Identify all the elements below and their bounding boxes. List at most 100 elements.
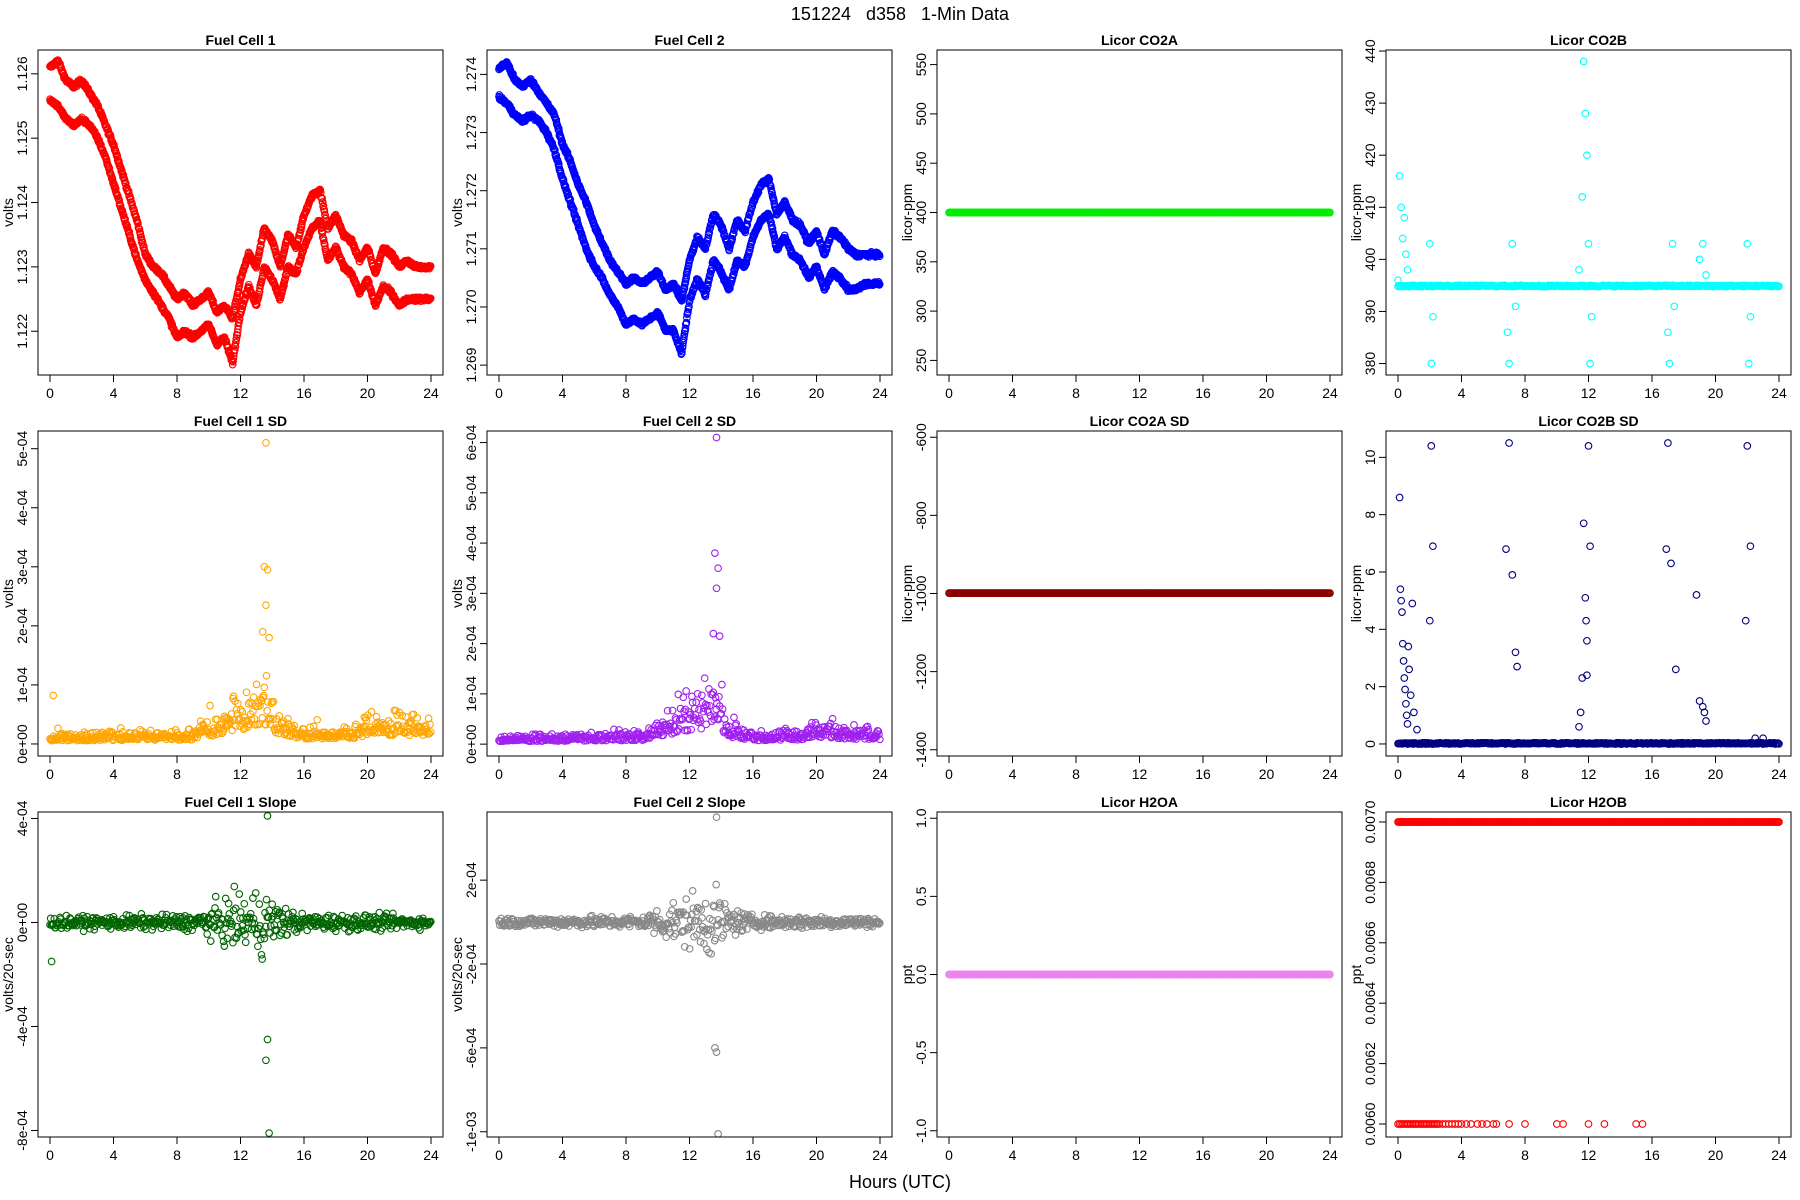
data-point bbox=[426, 262, 435, 270]
data-point bbox=[681, 324, 690, 333]
data-point bbox=[318, 198, 327, 206]
x-tick-label: 12 bbox=[1132, 385, 1148, 401]
data-point bbox=[679, 334, 688, 343]
x-tick-label: 24 bbox=[872, 385, 888, 401]
y-axis-label: licor-ppm bbox=[899, 184, 915, 242]
y-tick-label: 500 bbox=[913, 102, 929, 126]
data-point bbox=[124, 187, 133, 195]
y-tick-label: 350 bbox=[913, 250, 929, 274]
x-tick-label: 8 bbox=[622, 385, 630, 401]
data-point bbox=[119, 171, 128, 179]
data-point bbox=[726, 284, 734, 293]
data-point bbox=[875, 252, 884, 261]
panel-title: Fuel Cell 2 bbox=[654, 32, 724, 48]
y-tick-label: 400 bbox=[913, 201, 929, 225]
data-point bbox=[257, 241, 265, 250]
data-point bbox=[573, 176, 582, 185]
x-tick-label: 20 bbox=[360, 385, 376, 401]
data-point bbox=[678, 342, 687, 350]
y-tick-label: 300 bbox=[913, 299, 929, 323]
x-tick-label: 0 bbox=[945, 385, 953, 401]
data-point bbox=[168, 320, 177, 329]
y-tick-label: 1.125 bbox=[14, 120, 30, 155]
data-point bbox=[742, 259, 751, 268]
data-point bbox=[729, 229, 738, 238]
data-point bbox=[238, 304, 246, 313]
data-point bbox=[719, 227, 728, 236]
data-point bbox=[365, 247, 374, 255]
data-point bbox=[680, 329, 689, 338]
data-points bbox=[945, 208, 1334, 217]
panel-title: Licor CO2A bbox=[1101, 32, 1178, 48]
data-point bbox=[209, 297, 217, 305]
data-points bbox=[495, 58, 884, 358]
x-tick-label: 4 bbox=[559, 385, 567, 401]
data-point bbox=[1326, 208, 1334, 217]
data-point bbox=[741, 225, 750, 234]
x-tick-label: 8 bbox=[173, 385, 181, 401]
x-tick-label: 0 bbox=[495, 385, 503, 401]
figure-title: 151224 d358 1-Min Data bbox=[790, 4, 1010, 24]
x-tick-label: 16 bbox=[296, 385, 312, 401]
data-point bbox=[688, 289, 697, 298]
y-tick-label: 1.124 bbox=[14, 185, 30, 220]
data-point bbox=[318, 194, 326, 203]
data-point bbox=[267, 235, 276, 243]
data-point bbox=[729, 270, 738, 278]
data-point bbox=[682, 318, 691, 327]
data-point bbox=[571, 213, 580, 221]
data-point bbox=[105, 164, 114, 173]
data-point bbox=[685, 302, 693, 311]
data-point bbox=[426, 294, 435, 303]
data-point bbox=[569, 205, 578, 214]
data-point bbox=[321, 211, 330, 220]
x-tick-label: 4 bbox=[1009, 385, 1017, 401]
x-tick-label: 20 bbox=[1259, 385, 1275, 401]
y-tick-label: 250 bbox=[913, 349, 929, 373]
data-point bbox=[229, 357, 237, 366]
data-point bbox=[367, 256, 376, 265]
y-tick-label: 1.270 bbox=[463, 289, 479, 324]
y-tick-label: 550 bbox=[913, 53, 929, 77]
data-point bbox=[728, 234, 737, 243]
data-point bbox=[655, 270, 664, 279]
x-tick-label: 16 bbox=[745, 385, 761, 401]
data-points bbox=[46, 56, 435, 369]
y-tick-label: 1.123 bbox=[14, 249, 30, 284]
data-point bbox=[786, 209, 795, 218]
data-point bbox=[97, 140, 105, 149]
data-point bbox=[140, 242, 148, 251]
x-tick-label: 24 bbox=[423, 385, 439, 401]
panel-title: Licor CO2B bbox=[1550, 32, 1627, 48]
y-tick-label: 1.273 bbox=[463, 115, 479, 150]
data-point bbox=[541, 125, 550, 133]
y-tick-label: 1.126 bbox=[14, 56, 30, 91]
data-point bbox=[319, 202, 328, 210]
y-axis-label: volts bbox=[449, 198, 465, 227]
y-tick-label: 1.272 bbox=[463, 173, 479, 208]
y-axis-label: volts bbox=[0, 198, 16, 227]
data-point bbox=[281, 274, 290, 282]
data-point bbox=[604, 252, 613, 261]
data-point bbox=[235, 315, 244, 323]
data-point bbox=[683, 313, 691, 322]
data-point bbox=[815, 235, 824, 243]
y-tick-label: 1.271 bbox=[463, 231, 479, 266]
y-axis-label: licor-ppm bbox=[1348, 184, 1364, 242]
y-tick-label: 1.269 bbox=[463, 347, 479, 382]
x-tick-label: 16 bbox=[1195, 385, 1211, 401]
y-tick-label: 450 bbox=[913, 151, 929, 175]
data-point bbox=[229, 354, 238, 363]
data-point bbox=[707, 267, 716, 275]
data-point bbox=[701, 289, 710, 298]
data-point bbox=[766, 213, 774, 222]
data-point bbox=[318, 229, 327, 237]
data-point bbox=[256, 246, 264, 254]
data-point bbox=[690, 284, 699, 293]
data-points bbox=[1394, 57, 1783, 368]
